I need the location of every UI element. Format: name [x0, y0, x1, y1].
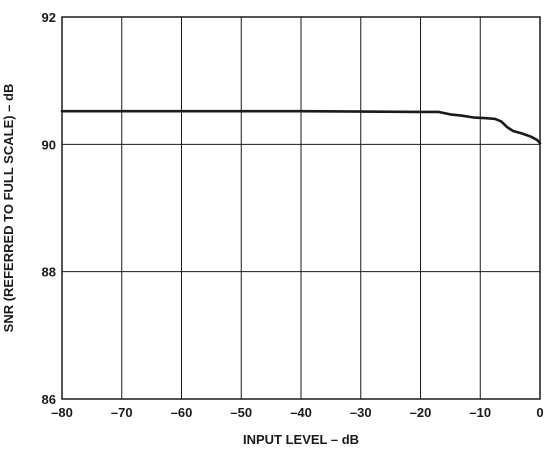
x-tick-label: –80: [51, 405, 73, 420]
x-tick-label: –40: [290, 405, 312, 420]
snr-series-line: [60, 109, 542, 145]
x-tick-label: –50: [230, 405, 252, 420]
x-tick-labels: –80 –70 –60 –50 –40 –30 –20 –10 0: [51, 405, 543, 420]
y-tick-label: 88: [42, 265, 56, 280]
x-tick-label: –70: [111, 405, 133, 420]
y-tick-label: 86: [42, 392, 56, 407]
x-tick-label: –60: [171, 405, 193, 420]
plot-frame: [61, 16, 541, 400]
y-axis-title: SNR (REFERRED TO FULL SCALE) – dB: [1, 84, 16, 333]
y-tick-label: 90: [42, 137, 56, 152]
x-tick-label: 0: [536, 405, 543, 420]
x-axis-title: INPUT LEVEL – dB: [243, 432, 359, 447]
y-tick-label: 92: [42, 10, 56, 25]
y-tick-labels: 86 88 90 92: [42, 10, 56, 407]
x-tick-label: –20: [410, 405, 432, 420]
x-tick-label: –10: [469, 405, 491, 420]
grid: [61, 16, 541, 400]
series-layer: [60, 109, 542, 145]
x-tick-label: –30: [350, 405, 372, 420]
